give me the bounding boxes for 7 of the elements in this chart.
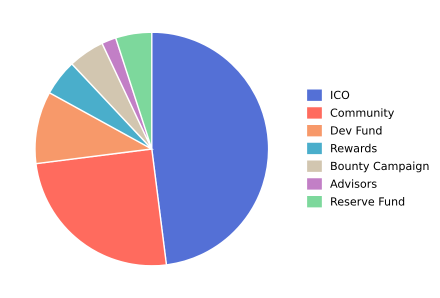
- legend-label: Bounty Campaign: [331, 162, 428, 172]
- legend-label: Rewards: [331, 144, 377, 152]
- legend-label: ICO: [331, 90, 350, 100]
- legend-label: Advisors: [330, 179, 377, 188]
- legend-label: Reserve Fund: [331, 197, 404, 206]
- legend-label: Community: [330, 108, 394, 120]
- legend-label: Dev Fund: [331, 126, 382, 135]
